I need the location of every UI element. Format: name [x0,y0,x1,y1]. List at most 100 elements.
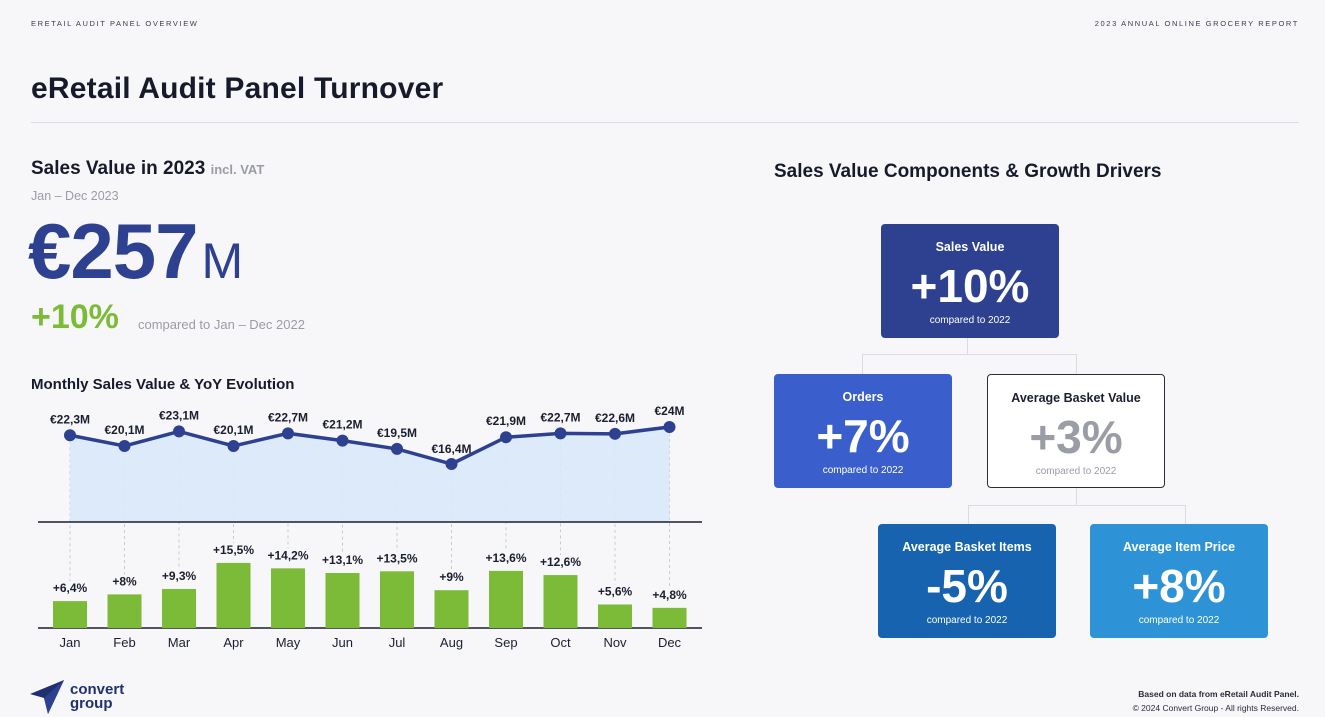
card-note: compared to 2022 [929,315,1011,326]
data-point [173,425,185,438]
card-note: compared to 2022 [926,615,1008,626]
tree-connector [1076,488,1077,505]
card-value: +3% [1029,411,1123,463]
bar [53,601,87,628]
tick-label: Sep [494,635,517,650]
tree-connector [1185,505,1186,524]
data-label: €22,7M [268,410,308,424]
bar [434,590,469,628]
area-fill [70,427,670,522]
card-label: Orders [842,390,884,404]
bar [107,594,142,628]
data-point [554,427,567,440]
tick-label: Aug [440,635,463,650]
sales-value-card: Sales Value +10% compared to 2022 [881,224,1059,338]
bar-label: +13,5% [376,551,417,565]
tree-connector [967,338,968,354]
card-label: Average Basket Items [902,540,1032,554]
section-label: ERETAIL AUDIT PANEL OVERVIEW [31,19,199,28]
kpi-heading: Sales Value in 2023 incl. VAT [31,158,264,180]
bar [271,568,305,628]
data-point [282,427,294,440]
monthly-heading: Monthly Sales Value & YoY Evolution [31,376,295,393]
logo-line-2: group [70,695,113,712]
data-label: €16,4M [431,442,471,456]
card-label: Average Item Price [1122,540,1236,554]
card-label: Average Basket Value [1011,391,1141,405]
data-point [609,427,621,440]
bar-label: +13,1% [322,553,363,567]
bar [489,570,523,628]
source-note: Based on data from eRetail Audit Panel. [1138,689,1299,699]
bar-label: +12,6% [540,555,581,569]
copyright-note: © 2024 Convert Group - All rights Reserv… [1132,703,1299,713]
tree-connector [968,505,1185,506]
data-point [64,429,76,442]
card-value: +10% [910,260,1030,312]
title-divider [31,122,1299,123]
card-note: compared to 2022 [822,465,904,476]
tick-label: Jul [389,635,406,650]
bar [598,604,632,628]
basket-items-card: Average Basket Items -5% compared to 202… [878,524,1056,638]
bar-label: +4,8% [652,588,687,602]
monthly-chart: €22,3M €20,1M €23,1M €20,1M €22,7M €21,2M €19,… [38,404,702,650]
kpi-period: Jan – Dec 2023 [31,189,119,203]
drivers-heading: Sales Value Components & Growth Drivers [774,161,1162,182]
data-point [118,439,131,452]
logo-line-1: convert [70,681,125,698]
card-label: Sales Value [935,240,1005,254]
data-label: €20,1M [213,423,253,437]
tick-label: Dec [658,635,682,650]
tick-label: May [276,635,301,650]
data-point [336,434,349,447]
data-label: €22,6M [595,411,635,425]
bar-label: +9% [439,570,464,584]
data-label: €24M [654,404,684,418]
logo-text: convert group [70,681,125,712]
card-value: +8% [1132,560,1226,612]
kpi-value-number: €257 [28,207,199,295]
bar [216,562,251,628]
tree-connector [862,354,1076,355]
bar [325,572,360,628]
kpi-heading-suffix: incl. VAT [210,162,265,177]
card-value: +7% [816,410,910,462]
data-label: €22,3M [50,412,90,426]
kpi-heading-text: Sales Value in 2023 [31,158,206,179]
data-label: €21,2M [322,418,362,432]
bar-label: +13,6% [485,551,526,565]
data-label: €21,9M [486,414,526,428]
card-value: -5% [926,560,1008,612]
data-point [227,439,240,452]
tick-label: Oct [550,635,571,650]
tree-connector [1076,354,1077,374]
tick-label: Apr [223,635,244,650]
tree-connector [968,505,969,524]
tick-label: Nov [603,635,627,650]
bar [543,575,578,628]
data-label: €23,1M [159,408,199,422]
data-label: €19,5M [377,426,417,440]
page-title: eRetail Audit Panel Turnover [31,72,444,105]
series-line [69,425,670,466]
card-note: compared to 2022 [1138,615,1220,626]
bar-label: +5,6% [598,584,633,598]
card-note: compared to 2022 [1035,466,1117,477]
bar [380,571,414,628]
basket-value-card: Average Basket Value +3% compared to 202… [987,374,1165,488]
tick-label: Jun [332,635,353,650]
item-price-card: Average Item Price +8% compared to 2022 [1090,524,1268,638]
data-point [391,442,403,455]
bar [652,607,687,628]
bar-label: +15,5% [213,543,254,557]
data-label: €22,7M [540,410,580,424]
kpi-value-unit: M [201,233,244,289]
bar [162,588,196,628]
tick-label: Jan [60,635,81,650]
data-point [500,431,512,444]
data-point [663,421,676,433]
bar-label: +8% [112,574,137,588]
report-label: 2023 ANNUAL ONLINE GROCERY REPORT [1094,19,1299,28]
tree-connector [862,354,863,374]
